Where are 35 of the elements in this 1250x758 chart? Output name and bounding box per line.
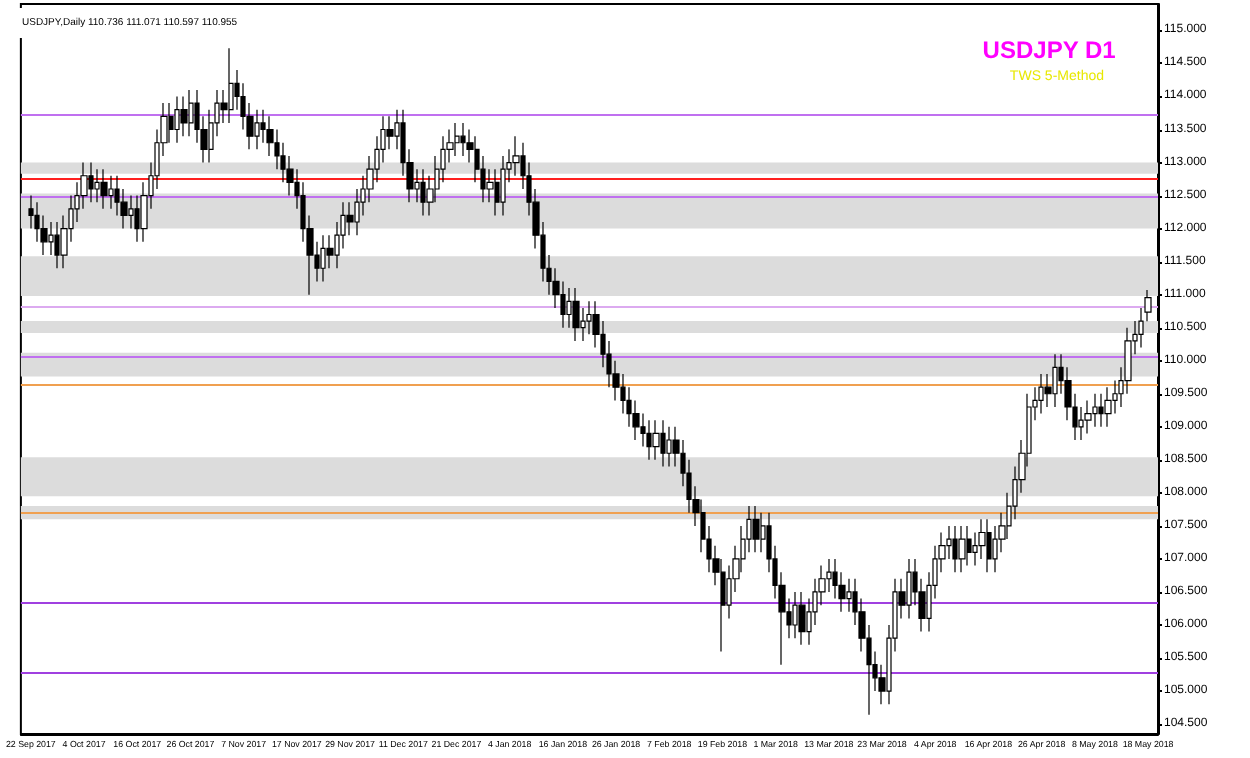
- candlestick: [500, 155, 506, 216]
- candlestick: [94, 168, 100, 203]
- candlestick: [660, 419, 666, 468]
- candlestick: [1084, 399, 1092, 435]
- candlestick: [108, 175, 114, 210]
- candlestick: [320, 234, 326, 283]
- candlestick: [1092, 393, 1098, 428]
- candlestick: [88, 161, 94, 203]
- candlestick: [952, 525, 958, 573]
- candlestick: [100, 168, 108, 210]
- candlestick: [986, 518, 992, 573]
- candlestick: [228, 47, 234, 124]
- candlestick: [958, 525, 966, 573]
- candlestick: [1038, 373, 1044, 415]
- candlestick: [54, 221, 60, 269]
- candlestick: [646, 419, 652, 461]
- candlestick: [180, 95, 188, 137]
- candlestick: [174, 95, 180, 144]
- candlestick: [652, 419, 660, 461]
- candlestick: [188, 89, 194, 137]
- candlestick: [752, 505, 760, 553]
- candlestick: [792, 591, 798, 639]
- candlestick: [906, 558, 912, 619]
- candlestick: [572, 287, 580, 342]
- candlestick: [1098, 393, 1104, 428]
- candlestick: [666, 426, 672, 468]
- candlestick: [254, 109, 260, 150]
- candlestick: [460, 122, 466, 157]
- candlestick: [420, 168, 426, 216]
- text: USDJPY D1: [982, 36, 1117, 64]
- candlestick: [798, 591, 806, 646]
- candlestick: [1052, 353, 1058, 408]
- candlestick: [966, 525, 972, 567]
- candlestick: [454, 122, 460, 157]
- candlestick: [1104, 386, 1112, 428]
